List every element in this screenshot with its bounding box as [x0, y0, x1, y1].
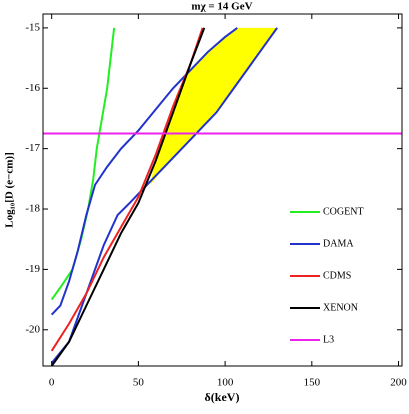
y-tick-label: -15: [25, 21, 40, 33]
legend-label: COGENT: [323, 206, 364, 217]
allowed-region: [150, 27, 278, 185]
y-tick-label: -19: [25, 263, 40, 275]
plot-frame: [42, 13, 403, 367]
series-line: [50, 27, 206, 367]
x-tick-label: 150: [304, 377, 321, 389]
series-line: [50, 27, 278, 364]
series-line: [50, 27, 204, 352]
chart-title: mχ = 14 GeV: [191, 1, 252, 13]
y-tick-label: -16: [25, 82, 40, 94]
series-line: [50, 27, 116, 301]
x-tick-label: 50: [133, 377, 145, 389]
x-tick-label: 200: [390, 377, 407, 389]
y-tick-label: -20: [25, 323, 40, 335]
y-tick-label: -18: [25, 203, 40, 215]
y-tick-label: -17: [25, 142, 40, 154]
legend-label: DAMA: [323, 238, 354, 249]
x-axis-label: δ(keV): [205, 390, 240, 404]
legend-label: CDMS: [323, 270, 351, 281]
legend-label: XENON: [323, 302, 358, 313]
y-axis-label: Log₁₀[D (e−cm)]: [4, 152, 16, 227]
x-tick-label: 0: [49, 377, 55, 389]
x-tick-label: 100: [217, 377, 234, 389]
legend-label: L3: [323, 334, 334, 345]
